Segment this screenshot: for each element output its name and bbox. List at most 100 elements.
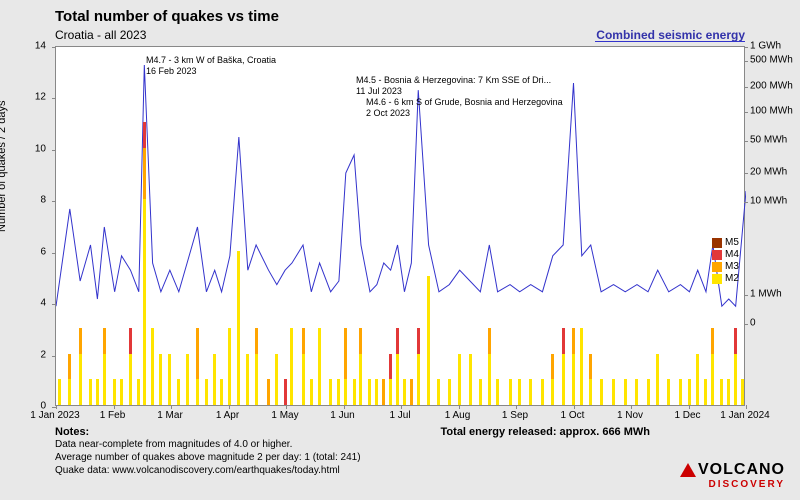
legend-energy: Combined seismic energy bbox=[596, 28, 745, 42]
y-left-tick: 10 bbox=[35, 143, 46, 154]
mag-legend-item: M4 bbox=[712, 249, 742, 260]
bar-segment bbox=[389, 354, 392, 380]
bar-segment bbox=[612, 379, 615, 405]
y-left-tick: 2 bbox=[40, 349, 46, 360]
bar-segment bbox=[396, 354, 399, 405]
annotation: M4.7 - 3 km W of Baška, Croatia16 Feb 20… bbox=[146, 55, 276, 77]
mag-legend-item: M2 bbox=[712, 273, 742, 284]
bar-segment bbox=[647, 379, 650, 405]
notes-line-2: Average number of quakes above magnitude… bbox=[55, 452, 361, 463]
bar-segment bbox=[375, 379, 378, 405]
y-right-tick: 500 MWh bbox=[750, 55, 793, 66]
legend-line bbox=[595, 41, 745, 42]
bar-segment bbox=[143, 122, 146, 148]
x-tick: 1 Aug bbox=[445, 410, 471, 421]
bar-segment bbox=[734, 328, 737, 354]
bar-segment bbox=[572, 354, 575, 405]
bar-segment bbox=[541, 379, 544, 405]
y-left-tick: 14 bbox=[35, 41, 46, 52]
bar-segment bbox=[551, 379, 554, 405]
mag-swatch bbox=[712, 250, 722, 260]
bar-segment bbox=[496, 379, 499, 405]
bar-segment bbox=[688, 379, 691, 405]
bar-segment bbox=[186, 354, 189, 405]
y-right-tick: 50 MWh bbox=[750, 134, 787, 145]
mag-swatch bbox=[712, 238, 722, 248]
bar-segment bbox=[255, 354, 258, 405]
bar-segment bbox=[711, 354, 714, 405]
bar-segment bbox=[667, 379, 670, 405]
bar-segment bbox=[368, 379, 371, 405]
bar-segment bbox=[255, 328, 258, 354]
bar-segment bbox=[727, 379, 730, 405]
mag-legend-item: M3 bbox=[712, 261, 742, 272]
bar-segment bbox=[159, 354, 162, 405]
bar-segment bbox=[410, 379, 413, 405]
bar-segment bbox=[237, 251, 240, 405]
bar-segment bbox=[488, 354, 491, 405]
bar-segment bbox=[551, 354, 554, 380]
x-tick: 1 Sep bbox=[502, 410, 528, 421]
bar-segment bbox=[168, 354, 171, 405]
bar-segment bbox=[113, 379, 116, 405]
bar-segment bbox=[205, 379, 208, 405]
bar-segment bbox=[129, 354, 132, 405]
bar-segment bbox=[734, 354, 737, 405]
mag-swatch bbox=[712, 262, 722, 272]
bar-segment bbox=[359, 328, 362, 354]
bar-segment bbox=[143, 199, 146, 405]
notes-title: Notes: bbox=[55, 426, 89, 438]
bar-segment bbox=[529, 379, 532, 405]
bar-segment bbox=[151, 328, 154, 405]
bar-segment bbox=[96, 379, 99, 405]
bar-segment bbox=[704, 379, 707, 405]
magnitude-legend: M5M4M3M2 bbox=[712, 237, 742, 285]
mag-legend-item: M5 bbox=[712, 237, 742, 248]
bar-segment bbox=[696, 354, 699, 405]
y-right-tick: 200 MWh bbox=[750, 80, 793, 91]
x-tick: 1 Nov bbox=[617, 410, 643, 421]
bar-segment bbox=[228, 328, 231, 405]
bar-segment bbox=[344, 379, 347, 405]
y-axis-left-label: Number of quakes / 2 days bbox=[0, 101, 8, 232]
bar-segment bbox=[143, 148, 146, 199]
x-tick: 1 Feb bbox=[100, 410, 126, 421]
mag-label: M2 bbox=[725, 273, 739, 284]
y-right-tick: 1 MWh bbox=[750, 289, 782, 300]
bar-segment bbox=[679, 379, 682, 405]
bar-segment bbox=[318, 328, 321, 405]
y-right-tick: 20 MWh bbox=[750, 167, 787, 178]
bar-segment bbox=[396, 328, 399, 354]
bar-segment bbox=[427, 276, 430, 405]
annotation: M4.6 - 6 km S of Grude, Bosnia and Herze… bbox=[366, 97, 563, 119]
bar-segment bbox=[68, 379, 71, 405]
bar-segment bbox=[177, 379, 180, 405]
y-right-tick: 10 MWh bbox=[750, 195, 787, 206]
chart-subtitle: Croatia - all 2023 bbox=[55, 28, 146, 42]
bar-segment bbox=[403, 379, 406, 405]
x-tick: 1 Jun bbox=[330, 410, 354, 421]
y-left-tick: 4 bbox=[40, 298, 46, 309]
logo-sub-text: DISCOVERY bbox=[680, 479, 785, 490]
bar-segment bbox=[562, 328, 565, 354]
x-tick: 1 May bbox=[271, 410, 298, 421]
bar-segment bbox=[196, 328, 199, 379]
bar-segment bbox=[120, 379, 123, 405]
x-axis: 1 Jan 20231 Feb1 Mar1 Apr1 May1 Jun1 Jul… bbox=[55, 408, 745, 424]
bar-segment bbox=[437, 379, 440, 405]
bar-segment bbox=[129, 328, 132, 354]
logo: VOLCANO DISCOVERY bbox=[680, 461, 785, 490]
bar-segment bbox=[417, 354, 420, 405]
x-tick: 1 Dec bbox=[674, 410, 700, 421]
bar-segment bbox=[624, 379, 627, 405]
bar-segment bbox=[58, 379, 61, 405]
x-tick: 1 Mar bbox=[157, 410, 183, 421]
y-axis-left: 02468101214 bbox=[10, 46, 50, 406]
bar-segment bbox=[310, 379, 313, 405]
y-left-tick: 8 bbox=[40, 195, 46, 206]
notes-line-1: Data near-complete from magnitudes of 4.… bbox=[55, 439, 292, 450]
y-right-tick: 100 MWh bbox=[750, 105, 793, 116]
mag-label: M3 bbox=[725, 261, 739, 272]
bar-segment bbox=[284, 379, 287, 405]
bar-segment bbox=[337, 379, 340, 405]
